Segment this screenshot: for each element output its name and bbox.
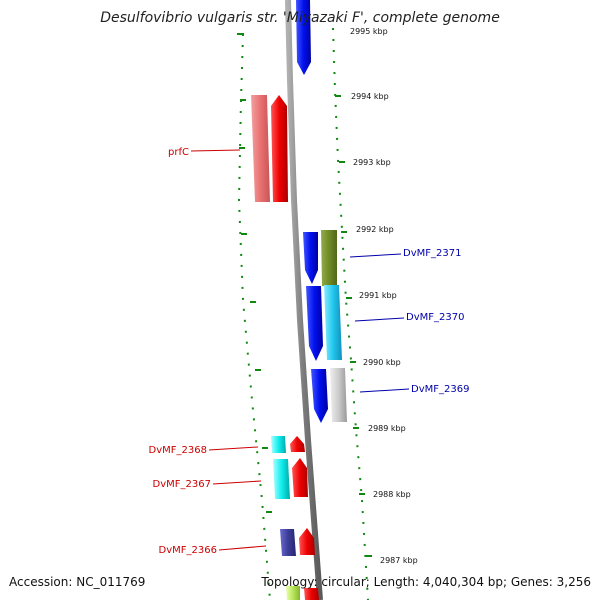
gene-arrow-dvmf-2367 — [292, 458, 308, 497]
kbp-label: 2988 kbp — [373, 490, 411, 499]
gene-arrow-dvmf-2368 — [290, 436, 305, 452]
gene-arrow-prfc — [271, 95, 288, 202]
kbp-ruler: 2995 kbp 2994 kbp 2993 kbp 2992 kbp 2991… — [350, 27, 418, 565]
kbp-label: 2993 kbp — [353, 158, 391, 167]
genome-backbone — [285, 0, 323, 600]
gene-arrow-prfc-cds — [251, 95, 270, 202]
gene-arrow-2995-blue — [296, 0, 311, 75]
gene-arrow-bottom-green — [286, 586, 300, 600]
kbp-label: 2991 kbp — [359, 291, 397, 300]
gene-arrow-dvmf-2370-cds — [324, 285, 342, 360]
gene-arrow-dvmf-2371-cds — [321, 230, 337, 286]
kbp-label: 2989 kbp — [368, 424, 406, 433]
gene-arrow-bottom-red — [304, 588, 319, 600]
gene-labels: prfC DvMF_2371 DvMF_2370 DvMF_2369 DvMF_… — [149, 147, 470, 556]
gene-arrow-dvmf-2371 — [303, 232, 318, 284]
gene-label-dvmf-2368: DvMF_2368 — [149, 445, 207, 456]
gene-label-dvmf-2369: DvMF_2369 — [411, 384, 469, 395]
kbp-label: 2992 kbp — [356, 225, 394, 234]
gene-label-dvmf-2366: DvMF_2366 — [159, 545, 217, 556]
kbp-label: 2987 kbp — [380, 556, 418, 565]
gene-label-dvmf-2367: DvMF_2367 — [153, 479, 211, 490]
map-title: Desulfovibrio vulgaris str. 'Miyazaki F'… — [100, 10, 500, 26]
gene-arrow-dvmf-2367-cds — [273, 459, 290, 499]
gene-label-dvmf-2370: DvMF_2370 — [406, 312, 464, 323]
kbp-label: 2995 kbp — [350, 27, 388, 36]
accession-text: Accession: NC_011769 — [9, 575, 145, 589]
reverse-strand-genes — [296, 0, 347, 423]
gene-arrow-dvmf-2370 — [306, 286, 323, 361]
label-leaders — [190, 149, 410, 551]
genome-summary-text: Topology: circular; Length: 4,040,304 bp… — [260, 575, 591, 589]
gene-arrow-dvmf-2369 — [311, 369, 328, 423]
gene-label-prfc: prfC — [168, 147, 189, 158]
gene-arrow-dvmf-2369-cds — [330, 368, 347, 422]
gene-arrow-dvmf-2366-cds — [280, 529, 296, 556]
gene-arrow-dvmf-2368-cds — [271, 436, 286, 453]
kbp-label: 2990 kbp — [363, 358, 401, 367]
gene-arrow-dvmf-2366 — [299, 528, 315, 555]
forward-strand-genes — [251, 95, 319, 600]
major-ticks — [237, 33, 372, 557]
gene-label-dvmf-2371: DvMF_2371 — [403, 248, 461, 259]
kbp-label: 2994 kbp — [351, 92, 389, 101]
